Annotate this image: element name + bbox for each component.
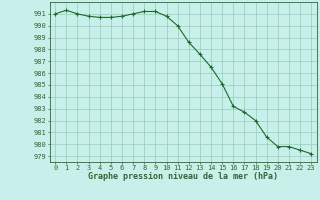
X-axis label: Graphe pression niveau de la mer (hPa): Graphe pression niveau de la mer (hPa): [88, 172, 278, 181]
